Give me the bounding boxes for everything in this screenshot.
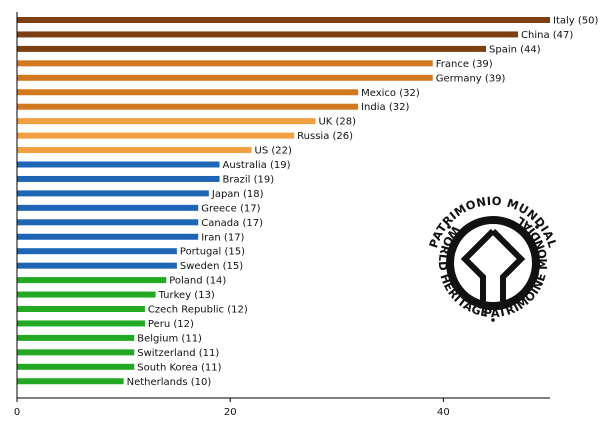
emblem-diamond bbox=[460, 228, 526, 301]
bar-label: Australia (19) bbox=[223, 160, 291, 171]
bar-czech-republic bbox=[17, 306, 145, 312]
bar-label: Mexico (32) bbox=[361, 88, 420, 99]
bar-label: Japan (18) bbox=[211, 189, 264, 200]
bar-italy bbox=[17, 17, 550, 23]
bar-us bbox=[17, 147, 252, 154]
bar-label: Czech Republic (12) bbox=[148, 305, 248, 316]
bar-label: France (39) bbox=[436, 59, 493, 70]
bar-china bbox=[17, 31, 519, 38]
bar-label: Switzerland (11) bbox=[137, 348, 219, 359]
emblem-dot-right bbox=[535, 225, 539, 229]
bar-france bbox=[17, 60, 433, 67]
emblem-dot-bottom bbox=[491, 318, 495, 322]
bar-netherlands bbox=[17, 378, 124, 385]
bar-label: India (32) bbox=[361, 102, 409, 113]
bar-australia bbox=[17, 161, 220, 168]
bar-label: Poland (14) bbox=[169, 276, 226, 287]
bar-poland bbox=[17, 277, 167, 284]
bars-group: Italy (50) China (47) Spain (44) France (39… bbox=[17, 16, 598, 388]
bar-turkey bbox=[17, 291, 156, 298]
bar-brazil bbox=[17, 175, 220, 182]
bar-label: Canada (17) bbox=[201, 218, 263, 229]
bar-peru bbox=[17, 320, 145, 327]
bar-canada bbox=[17, 219, 199, 226]
bar-label: US (22) bbox=[255, 146, 292, 157]
bar-south-korea bbox=[17, 363, 135, 370]
bar-belgium bbox=[17, 334, 135, 341]
x-axis: 0 20 40 bbox=[14, 12, 550, 418]
bar-greece bbox=[17, 204, 199, 211]
bar-label: Peru (12) bbox=[148, 319, 194, 330]
emblem-diamond-inner bbox=[479, 245, 507, 273]
bar-mexico bbox=[17, 89, 359, 96]
x-tick-label: 40 bbox=[437, 407, 450, 418]
bar-label: Belgium (11) bbox=[137, 333, 202, 344]
x-tick-label: 0 bbox=[14, 407, 20, 418]
bar-russia bbox=[17, 132, 295, 139]
bar-label: UK (28) bbox=[318, 117, 356, 128]
bar-label: Netherlands (10) bbox=[127, 377, 212, 388]
bar-label: Greece (17) bbox=[201, 203, 260, 214]
bar-japan bbox=[17, 190, 209, 197]
bar-portugal bbox=[17, 248, 177, 255]
bar-label: Turkey (13) bbox=[158, 290, 215, 301]
bar-india bbox=[17, 103, 359, 110]
emblem-dot-left bbox=[447, 225, 451, 229]
bar-iran bbox=[17, 233, 199, 240]
bar-label: Brazil (19) bbox=[223, 174, 275, 185]
bar-sweden bbox=[17, 262, 177, 269]
bar-label: Sweden (15) bbox=[180, 261, 243, 272]
bar-label: Spain (44) bbox=[489, 44, 541, 55]
bar-label: Iran (17) bbox=[201, 232, 244, 243]
bar-uk bbox=[17, 118, 316, 125]
bar-label: Portugal (15) bbox=[180, 247, 245, 258]
bar-label: South Korea (11) bbox=[137, 362, 221, 373]
x-tick-label: 20 bbox=[224, 407, 237, 418]
bar-label: Germany (39) bbox=[436, 73, 506, 84]
bar-germany bbox=[17, 74, 433, 81]
bar-spain bbox=[17, 45, 487, 52]
world-heritage-emblem: PATRIMONIO MUNDIAL WORLD HERITAGE PATRIM… bbox=[422, 194, 566, 336]
bar-label: Italy (50) bbox=[553, 16, 598, 27]
emblem-outer-ring bbox=[446, 216, 540, 310]
bar-label: China (47) bbox=[521, 30, 573, 41]
bar-switzerland bbox=[17, 349, 135, 356]
bar-label: Russia (26) bbox=[297, 131, 353, 142]
